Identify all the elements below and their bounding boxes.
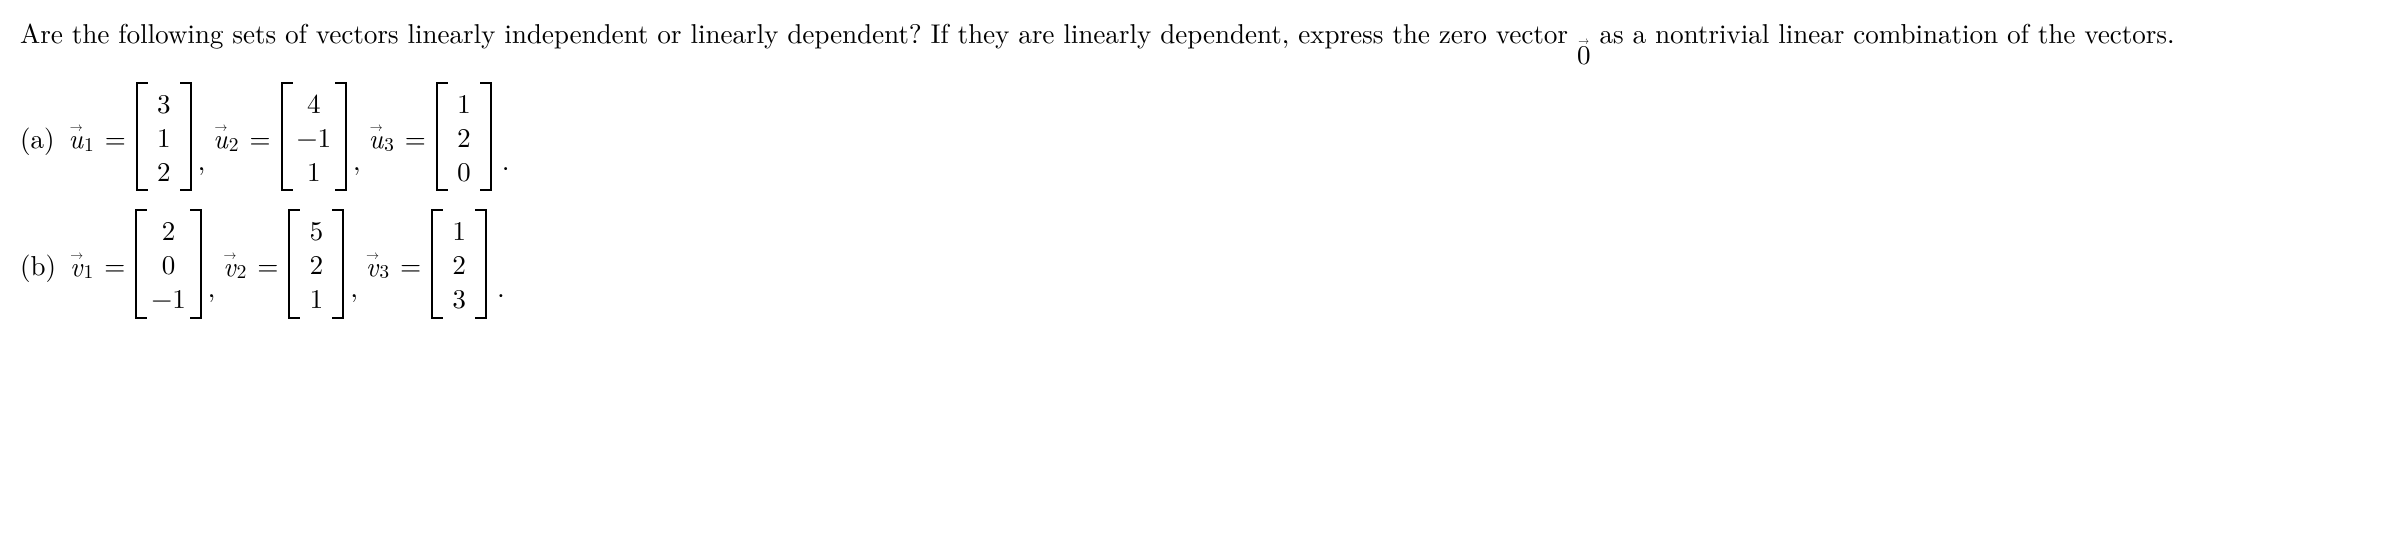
terminal-period: . [489, 268, 505, 304]
vector-entry: 2 [151, 213, 186, 247]
equals-sign: = [249, 246, 286, 282]
vector-arrow-icon: → [370, 124, 382, 128]
vector-u2-symbol: → u [213, 120, 228, 151]
terminal-period: . [494, 141, 510, 177]
vector-v2-column: 5 2 1 [288, 209, 344, 318]
vector-v1-column: 2 0 −1 [135, 209, 202, 318]
vector-entry: 0 [151, 247, 186, 281]
vector-entry: 3 [447, 281, 471, 315]
right-bracket-icon [480, 82, 492, 191]
vector-v1-symbol: → v [70, 248, 82, 279]
vector-entry: 1 [452, 86, 476, 120]
subscript: 3 [384, 130, 394, 156]
vector-arrow-icon: → [70, 252, 82, 256]
vector-arrow-icon: → [1578, 40, 1589, 42]
vector-arrow-icon: → [223, 252, 235, 256]
vector-entry: −1 [151, 281, 186, 315]
zero-vector-symbol: →0 [1577, 38, 1591, 67]
right-bracket-icon [190, 209, 202, 318]
vector-entry: 2 [304, 247, 328, 281]
subscript: 1 [84, 130, 94, 156]
vector-entry: 4 [297, 86, 332, 120]
left-bracket-icon [288, 209, 300, 318]
vector-u3-column: 1 2 0 [436, 82, 492, 191]
part-a-label: (a) [20, 119, 65, 155]
vector-entry: 3 [152, 86, 176, 120]
vector-entry: 2 [447, 247, 471, 281]
equals-sign: = [392, 246, 429, 282]
subscript: 2 [237, 257, 247, 283]
vector-entry: 1 [447, 213, 471, 247]
vector-entry: 1 [152, 120, 176, 154]
separator-comma: , [349, 141, 365, 177]
equals-sign: = [96, 246, 133, 282]
right-bracket-icon [180, 82, 192, 191]
separator-comma: , [194, 141, 210, 177]
prompt-text-pre: Are the following sets of vectors linear… [20, 13, 1577, 51]
left-bracket-icon [135, 209, 147, 318]
right-bracket-icon [475, 209, 487, 318]
problem-prompt: Are the following sets of vectors linear… [20, 14, 2362, 68]
vector-v3-symbol: → v [366, 248, 378, 279]
vector-arrow-icon: → [366, 252, 378, 256]
vector-arrow-icon: → [70, 124, 82, 128]
vector-u3-symbol: → u [369, 120, 384, 151]
prompt-text-post: as a nontrivial linear combination of th… [1590, 13, 2174, 51]
equals-sign: = [97, 119, 134, 155]
vector-entry: 5 [304, 213, 328, 247]
subscript: 2 [229, 130, 239, 156]
right-bracket-icon [332, 209, 344, 318]
vector-entry: 0 [452, 154, 476, 188]
left-bracket-icon [136, 82, 148, 191]
part-b-equation: → v 1 = 2 0 −1 , → v 2 = 5 2 1 [66, 209, 505, 318]
vector-arrow-icon: → [215, 124, 227, 128]
vector-entry: 1 [297, 154, 332, 188]
vector-entry: 1 [304, 281, 328, 315]
vector-u1-column: 3 1 2 [136, 82, 192, 191]
right-bracket-icon [335, 82, 347, 191]
separator-comma: , [204, 268, 220, 304]
part-b: (b) → v 1 = 2 0 −1 , → v 2 = 5 2 1 [20, 209, 2362, 318]
equals-sign: = [242, 119, 279, 155]
separator-comma: , [346, 268, 362, 304]
left-bracket-icon [281, 82, 293, 191]
vector-v3-column: 1 2 3 [431, 209, 487, 318]
vector-entry: −1 [297, 120, 332, 154]
vector-entry: 2 [452, 120, 476, 154]
left-bracket-icon [436, 82, 448, 191]
vector-u2-column: 4 −1 1 [281, 82, 348, 191]
part-a-equation: → u 1 = 3 1 2 , → u 2 = 4 −1 1 [65, 82, 510, 191]
equals-sign: = [397, 119, 434, 155]
part-a: (a) → u 1 = 3 1 2 , → u 2 = 4 −1 1 [20, 82, 2362, 191]
subscript: 1 [83, 257, 93, 283]
vector-entry: 2 [152, 154, 176, 188]
left-bracket-icon [431, 209, 443, 318]
subscript: 3 [379, 257, 389, 283]
vector-u1-symbol: → u [69, 120, 84, 151]
vector-v2-symbol: → v [223, 248, 235, 279]
part-b-label: (b) [20, 246, 66, 282]
